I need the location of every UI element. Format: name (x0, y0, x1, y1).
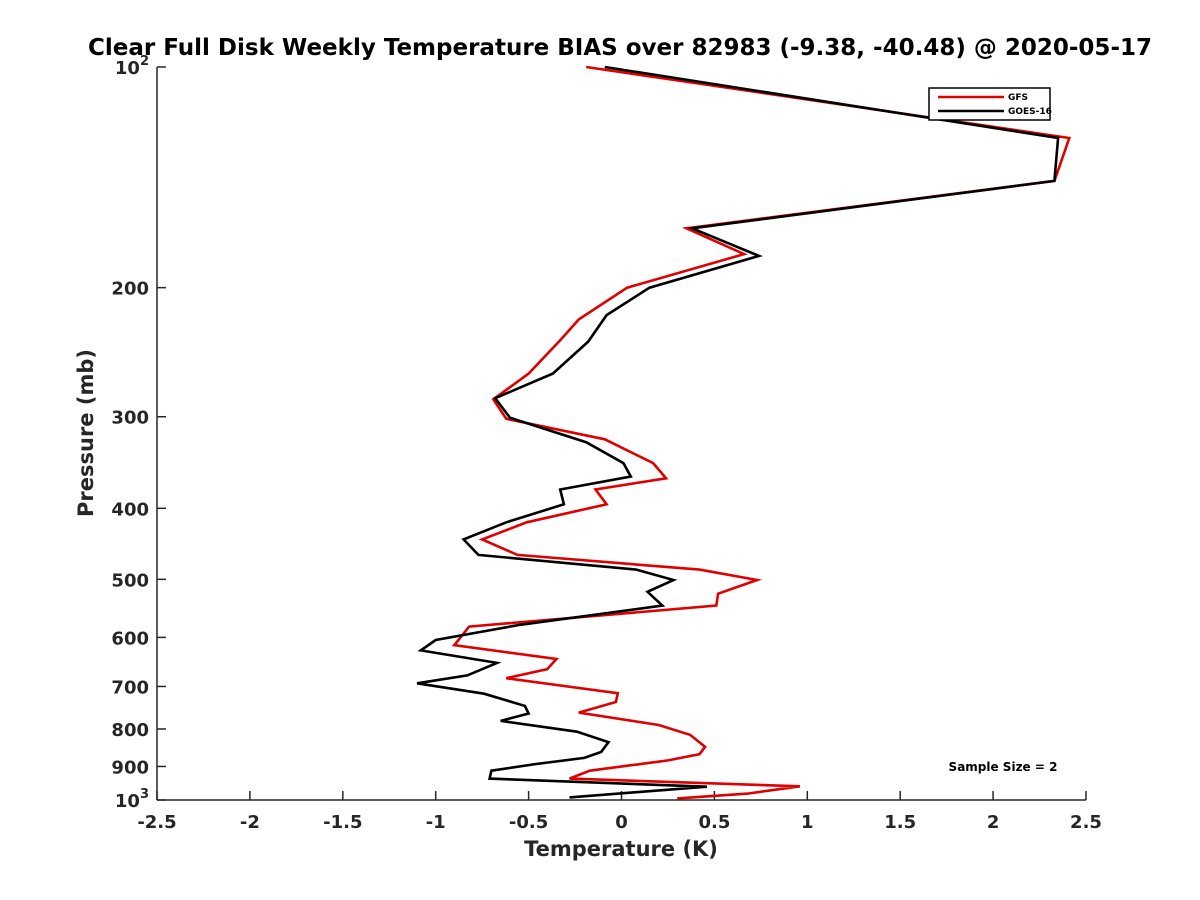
x-tick-label: 0 (615, 812, 628, 833)
y-tick-label: 500 (111, 570, 149, 591)
y-tick-label: 102 (115, 54, 149, 79)
y-axis-ticks: 102 200 300 400 500 600 700 800 900 103 (111, 54, 166, 812)
series-line-gfs (451, 65, 1072, 800)
x-tick-label: 1.5 (884, 812, 916, 833)
y-tick-label: 400 (111, 499, 149, 520)
legend-box (928, 87, 1051, 121)
series-line-goes-16 (416, 65, 1060, 799)
x-tick-label: 2.5 (1070, 812, 1102, 833)
x-tick-label: -2 (240, 812, 260, 833)
y-tick-label: 600 (111, 628, 149, 649)
y-tick-label: 700 (111, 677, 149, 698)
x-axis-label: Temperature (K) (524, 837, 718, 861)
legend: GFS GOES-16 (928, 87, 1052, 121)
x-tick-label: 0.5 (698, 812, 730, 833)
x-tick-label: -1.5 (323, 812, 362, 833)
x-tick-label: 2 (987, 812, 1000, 833)
x-tick-label: -1 (426, 812, 446, 833)
x-tick-label: -0.5 (509, 812, 548, 833)
y-tick-label: 103 (115, 787, 149, 812)
plot-area (157, 67, 1086, 800)
y-tick-label: 800 (111, 720, 149, 741)
series-layer (416, 65, 1072, 800)
legend-label-goes-16: GOES-16 (1008, 107, 1052, 117)
y-axis-label: Pressure (mb) (74, 349, 98, 517)
chart-title: Clear Full Disk Weekly Temperature BIAS … (88, 35, 1152, 61)
y-tick-label: 300 (111, 408, 149, 429)
x-tick-label: 1 (801, 812, 814, 833)
x-axis-ticks: -2.5 -2 -1.5 -1 -0.5 0 0.5 1 1.5 2 2.5 (137, 791, 1102, 833)
legend-label-gfs: GFS (1008, 93, 1028, 103)
y-tick-label: 200 (111, 279, 149, 300)
sample-size-annotation: Sample Size = 2 (949, 760, 1058, 774)
x-tick-label: -2.5 (137, 812, 176, 833)
y-tick-label: 900 (111, 757, 149, 778)
